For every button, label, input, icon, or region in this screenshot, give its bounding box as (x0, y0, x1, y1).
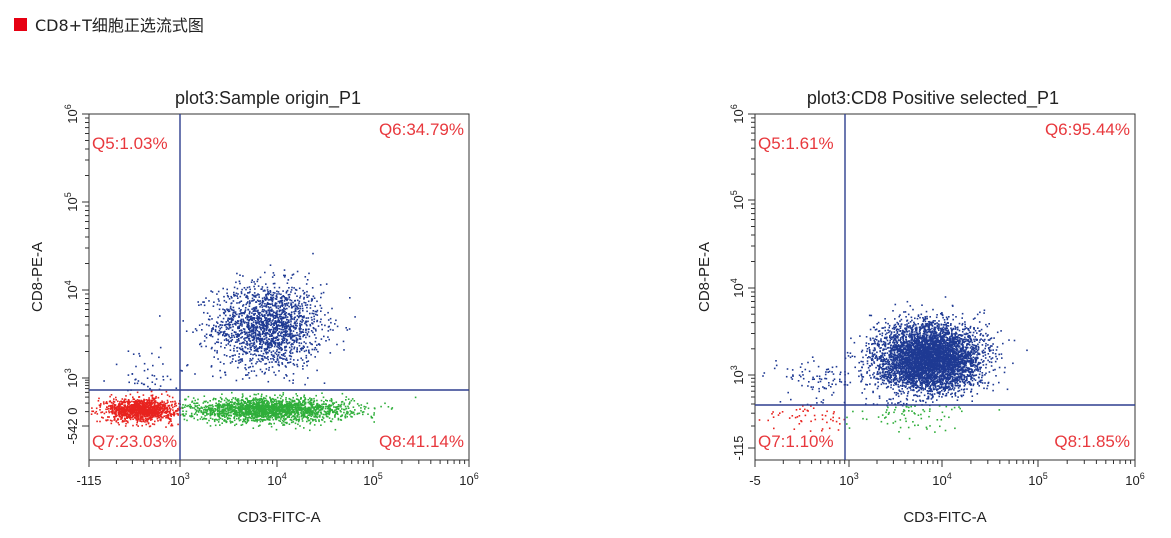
x-tick-label: 106 (459, 471, 478, 488)
x-tick-label: -5 (749, 473, 761, 488)
x-tick-label: 103 (839, 471, 858, 488)
quadrant-label-q5: Q5:1.61% (758, 134, 834, 153)
y-tick-label: -115 (731, 435, 746, 460)
quadrant-label-q8: Q8:41.14% (379, 432, 464, 451)
y-tick-label: 104 (729, 278, 746, 297)
quadrant-label-q5: Q5:1.03% (92, 134, 168, 153)
plot-title: plot3:CD8 Positive selected_P1 (807, 88, 1059, 109)
quadrant-label-q7: Q7:1.10% (758, 432, 834, 451)
quadrant-label-q8: Q8:1.85% (1054, 432, 1130, 451)
plot-title: plot3:Sample origin_P1 (175, 88, 361, 109)
quadrant-label-q7: Q7:23.03% (92, 432, 177, 451)
scatter-points (758, 296, 1028, 440)
x-axis-label: CD3-FITC-A (237, 509, 320, 526)
y-tick-label: 105 (63, 192, 80, 211)
axis-ticks (748, 113, 1136, 467)
y-tick-label: 103 (729, 365, 746, 384)
x-tick-label: 105 (363, 471, 382, 488)
y-tick-label: 105 (729, 190, 746, 209)
quadrant-label-q6: Q6:95.44% (1045, 120, 1130, 139)
scatter-points (90, 252, 417, 432)
x-tick-label: -115 (76, 473, 101, 488)
x-tick-label: 104 (267, 471, 286, 488)
y-axis-label: CD8-PE-A (696, 242, 713, 312)
quadrant-label-q6: Q6:34.79% (379, 120, 464, 139)
y-tick-label: 104 (63, 280, 80, 299)
flow-plot-sample-origin: plot3:Sample origin_P1 CD3-FITC-A CD8-PE-A… (29, 88, 479, 526)
section-title: CD8+T细胞正选流式图 (35, 16, 204, 35)
y-tick-label: -542 0 (65, 408, 80, 445)
section-header: CD8+T细胞正选流式图 (14, 14, 204, 35)
plot-frame (88, 113, 470, 461)
red-square-icon (14, 17, 27, 31)
axis-ticks (82, 113, 470, 467)
y-tick-label: 103 (63, 368, 80, 387)
x-tick-label: 103 (170, 471, 189, 488)
x-axis-label: CD3-FITC-A (903, 509, 986, 526)
y-tick-label: 106 (729, 104, 746, 123)
plot-frame (754, 113, 1136, 461)
x-tick-label: 105 (1028, 471, 1047, 488)
x-tick-label: 106 (1125, 471, 1144, 488)
y-tick-label: 106 (63, 104, 80, 123)
y-axis-label: CD8-PE-A (29, 242, 46, 312)
flow-plot-cd8-positive: plot3:CD8 Positive selected_P1 CD3-FITC-A… (696, 88, 1145, 526)
x-tick-label: 104 (932, 471, 951, 488)
